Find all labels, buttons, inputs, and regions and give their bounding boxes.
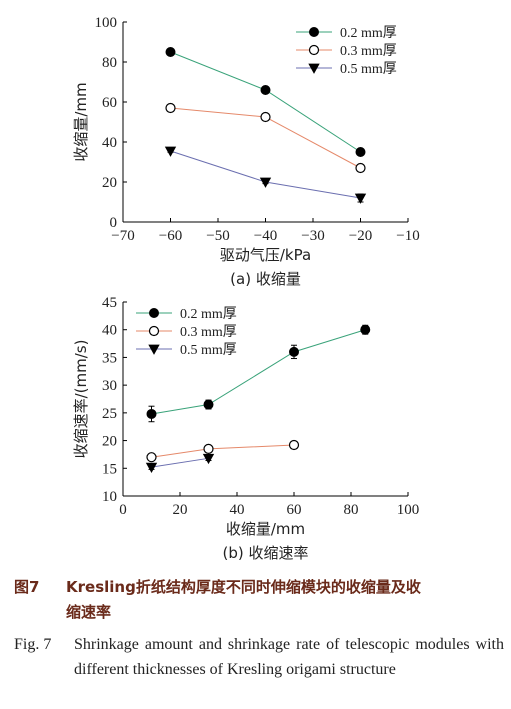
series-line bbox=[151, 457, 209, 468]
data-point bbox=[145, 462, 158, 474]
legend: 0.2 mm厚 0.3 mm厚 0.5 mm厚 bbox=[136, 307, 237, 358]
data-point bbox=[288, 439, 300, 451]
chart-b: 0 20 40 60 80 100 10 15 20 25 30 35 40 45 收缩量/mm 收缩速率/(… bbox=[72, 295, 419, 562]
legend-label: 0.5 mm厚 bbox=[180, 343, 237, 358]
x-tick-label: 60 bbox=[287, 502, 302, 518]
data-point bbox=[165, 102, 176, 114]
x-tick-label: 20 bbox=[173, 502, 188, 518]
y-tick-label: 35 bbox=[102, 350, 117, 366]
x-axis-title: 驱动气压/kPa bbox=[220, 246, 311, 264]
y-axis-title: 收缩量/mm bbox=[72, 82, 90, 161]
data-point bbox=[360, 324, 371, 335]
caption-en-label: Fig. 7 bbox=[14, 636, 52, 653]
legend-marker bbox=[148, 325, 160, 337]
legend-marker bbox=[308, 44, 320, 56]
x-tick-label: −30 bbox=[301, 228, 324, 244]
legend-marker bbox=[308, 63, 320, 74]
y-tick-label: 60 bbox=[102, 95, 117, 111]
y-tick-label: 10 bbox=[102, 489, 117, 505]
data-point bbox=[289, 346, 299, 357]
caption-en-text: Shrinkage amount and shrinkage rate of t… bbox=[74, 636, 504, 678]
figure-caption-cn: 图7 Kresling折纸结构厚度不同时伸缩模块的收缩量及收 缩速率 bbox=[14, 575, 504, 625]
y-tick-label: 45 bbox=[102, 295, 117, 311]
series-3 bbox=[145, 453, 215, 474]
y-tick-label: 80 bbox=[102, 55, 117, 71]
legend-marker bbox=[309, 27, 319, 37]
x-tick-label: −10 bbox=[396, 228, 419, 244]
series-2 bbox=[165, 102, 366, 174]
y-tick-label: 15 bbox=[102, 461, 117, 477]
data-point bbox=[146, 408, 157, 419]
series-1 bbox=[146, 324, 371, 423]
data-point bbox=[355, 162, 366, 174]
y-tick-label: 100 bbox=[95, 15, 118, 31]
series-3 bbox=[164, 146, 367, 204]
legend-marker bbox=[148, 344, 160, 355]
data-point bbox=[354, 193, 367, 204]
figure-canvas: −70 −60 −50 −40 −30 −20 −10020406080100驱动气压/kP… bbox=[72, 15, 420, 562]
legend-label: 0.2 mm厚 bbox=[180, 307, 237, 322]
x-tick-label: −20 bbox=[349, 228, 372, 244]
data-point bbox=[164, 146, 177, 157]
data-point bbox=[203, 443, 214, 454]
data-point bbox=[260, 85, 271, 95]
caption-cn-label: 图7 bbox=[14, 578, 40, 596]
series-line bbox=[151, 444, 295, 458]
legend-label: 0.2 mm厚 bbox=[340, 26, 397, 41]
series-1 bbox=[165, 47, 366, 157]
x-tick-label: 100 bbox=[397, 502, 420, 518]
chart-a: −70 −60 −50 −40 −30 −20 −10 0 20 40 60 80 100 驱动气压/kP… bbox=[72, 15, 420, 288]
y-tick-label: 0 bbox=[110, 215, 118, 231]
legend-label: 0.3 mm厚 bbox=[340, 44, 397, 59]
y-tick-label: 20 bbox=[102, 175, 117, 191]
caption-cn-text-2: 缩速率 bbox=[66, 603, 112, 621]
legend-label: 0.3 mm厚 bbox=[180, 325, 237, 340]
x-tick-label: −50 bbox=[206, 228, 229, 244]
series-line bbox=[170, 150, 361, 199]
data-point bbox=[260, 111, 271, 123]
sub-caption: (a) 收缩量 bbox=[230, 270, 301, 288]
x-axis-title: 收缩量/mm bbox=[226, 520, 305, 538]
series-line bbox=[170, 51, 361, 153]
y-tick-label: 40 bbox=[102, 323, 117, 339]
y-axis-title: 收缩速率/(mm/s) bbox=[72, 340, 90, 459]
data-point bbox=[202, 453, 215, 465]
caption-cn-text-1: Kresling折纸结构厚度不同时伸缩模块的收缩量及收 bbox=[66, 578, 421, 596]
y-tick-label: 20 bbox=[102, 434, 117, 450]
legend-label: 0.5 mm厚 bbox=[340, 62, 397, 77]
series-2 bbox=[146, 439, 300, 463]
legend-marker bbox=[149, 308, 159, 318]
data-point bbox=[259, 177, 272, 188]
x-tick-label: 40 bbox=[230, 502, 245, 518]
data-point bbox=[355, 147, 366, 157]
legend: 0.2 mm厚 0.3 mm厚 0.5 mm厚 bbox=[296, 26, 397, 77]
y-tick-label: 40 bbox=[102, 135, 117, 151]
x-tick-label: −70 bbox=[111, 228, 134, 244]
x-tick-label: −60 bbox=[159, 228, 182, 244]
figure-caption-en: Fig. 7 Shrinkage amount and shrinkage ra… bbox=[14, 632, 504, 682]
data-point bbox=[165, 47, 176, 57]
y-tick-label: 30 bbox=[102, 378, 117, 394]
x-tick-label: 80 bbox=[344, 502, 359, 518]
series-line bbox=[151, 329, 366, 415]
sub-caption: (b) 收缩速率 bbox=[223, 544, 309, 562]
data-point bbox=[146, 452, 157, 463]
data-point bbox=[203, 399, 214, 410]
x-tick-label: 0 bbox=[119, 502, 127, 518]
x-tick-label: −40 bbox=[254, 228, 277, 244]
y-tick-label: 25 bbox=[102, 406, 117, 422]
